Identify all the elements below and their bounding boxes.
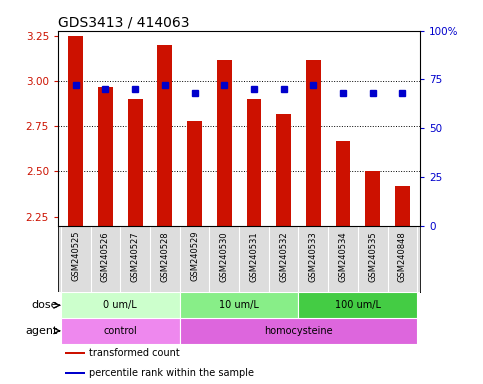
Bar bbox=[157, 45, 172, 225]
Text: control: control bbox=[103, 326, 137, 336]
Bar bbox=[128, 99, 142, 225]
Bar bbox=[65, 372, 85, 374]
Text: GSM240530: GSM240530 bbox=[220, 231, 229, 281]
Text: GSM240528: GSM240528 bbox=[160, 231, 170, 281]
Text: GSM240532: GSM240532 bbox=[279, 231, 288, 281]
Bar bbox=[246, 99, 261, 225]
Text: GSM240534: GSM240534 bbox=[339, 231, 347, 281]
Text: GSM240535: GSM240535 bbox=[368, 231, 377, 281]
Bar bbox=[98, 87, 113, 225]
Bar bbox=[69, 36, 83, 225]
Bar bbox=[276, 114, 291, 225]
Text: homocysteine: homocysteine bbox=[264, 326, 333, 336]
Text: GSM240848: GSM240848 bbox=[398, 231, 407, 281]
Bar bbox=[298, 293, 417, 318]
Bar bbox=[336, 141, 351, 225]
Text: dose: dose bbox=[31, 300, 58, 310]
Bar bbox=[65, 352, 85, 354]
Bar bbox=[187, 121, 202, 225]
Text: GSM240529: GSM240529 bbox=[190, 231, 199, 281]
Text: GSM240533: GSM240533 bbox=[309, 231, 318, 281]
Bar bbox=[217, 60, 232, 225]
Text: 0 um/L: 0 um/L bbox=[103, 300, 137, 310]
Text: 100 um/L: 100 um/L bbox=[335, 300, 381, 310]
Text: GSM240526: GSM240526 bbox=[101, 231, 110, 281]
Text: GSM240531: GSM240531 bbox=[249, 231, 258, 281]
Text: percentile rank within the sample: percentile rank within the sample bbox=[89, 368, 254, 378]
Bar bbox=[306, 60, 321, 225]
Bar bbox=[180, 318, 417, 344]
Bar bbox=[61, 293, 180, 318]
Text: GSM240525: GSM240525 bbox=[71, 231, 80, 281]
Bar bbox=[61, 318, 180, 344]
Text: GSM240527: GSM240527 bbox=[131, 231, 140, 281]
Bar bbox=[365, 171, 380, 225]
Text: transformed count: transformed count bbox=[89, 348, 180, 358]
Text: GDS3413 / 414063: GDS3413 / 414063 bbox=[58, 16, 189, 30]
Bar bbox=[180, 293, 298, 318]
Text: agent: agent bbox=[26, 326, 58, 336]
Text: 10 um/L: 10 um/L bbox=[219, 300, 259, 310]
Bar bbox=[395, 186, 410, 225]
